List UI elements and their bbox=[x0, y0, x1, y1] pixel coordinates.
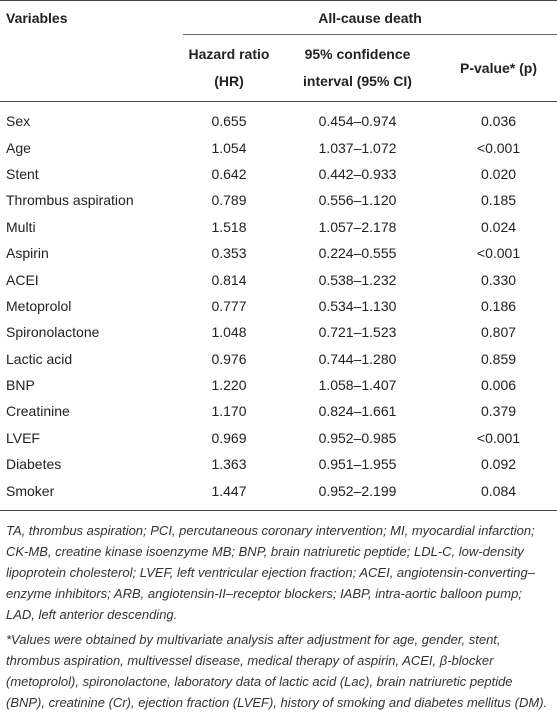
cell: 0.538–1.232 bbox=[318, 271, 397, 288]
row-label: Spironolactone bbox=[6, 324, 100, 341]
cell: 0.642 bbox=[211, 165, 247, 182]
cell: 0.976 bbox=[211, 350, 247, 367]
cell: <0.001 bbox=[476, 429, 521, 446]
table-row: Thrombus aspiration 0.789 0.556–1.120 0.185 bbox=[0, 187, 557, 213]
cell: 1.058–1.407 bbox=[318, 377, 397, 394]
cell: <0.001 bbox=[476, 245, 521, 262]
cell: 1.057–2.178 bbox=[318, 218, 397, 235]
cell: 0.556–1.120 bbox=[318, 192, 397, 209]
cell: 0.807 bbox=[480, 324, 517, 341]
cell: 0.952–0.985 bbox=[318, 429, 397, 446]
table-body: Sex 0.655 0.454–0.974 0.036 Age 1.054 1.037–1.… bbox=[0, 102, 557, 511]
cell: 1.363 bbox=[211, 456, 247, 473]
cell: 0.020 bbox=[480, 165, 517, 182]
table-row: Sex 0.655 0.454–0.974 0.036 bbox=[0, 102, 557, 135]
cell: 1.220 bbox=[211, 377, 247, 394]
column-header: P-value* (p) bbox=[440, 34, 557, 102]
cell: 0.744–1.280 bbox=[318, 350, 397, 367]
column-header: 95% confidence interval (95% CI) bbox=[275, 34, 440, 102]
table-row: Spironolactone 1.048 0.721–1.523 0.807 bbox=[0, 319, 557, 345]
cell: 1.054 bbox=[211, 139, 247, 156]
row-label: BNP bbox=[6, 377, 35, 394]
cell: 0.777 bbox=[211, 297, 247, 314]
table-row: Diabetes 1.363 0.951–1.955 0.092 bbox=[0, 451, 557, 477]
table-row: Age 1.054 1.037–1.072 <0.001 bbox=[0, 134, 557, 160]
cell: 0.036 bbox=[480, 113, 517, 130]
cell: 0.534–1.130 bbox=[318, 297, 397, 314]
row-label: Sex bbox=[6, 113, 31, 130]
cell: 0.952–2.199 bbox=[318, 482, 397, 499]
table-row: Lactic acid 0.976 0.744–1.280 0.859 bbox=[0, 346, 557, 372]
cell: 0.330 bbox=[480, 271, 517, 288]
row-label: Diabetes bbox=[6, 456, 62, 473]
table-row: Metoprolol 0.777 0.534–1.130 0.186 bbox=[0, 293, 557, 319]
footnote: *Values were obtained by multivariate an… bbox=[6, 631, 548, 710]
cell: 1.518 bbox=[211, 218, 247, 235]
cell: 1.037–1.072 bbox=[318, 139, 397, 156]
cell: 0.969 bbox=[211, 429, 247, 446]
cell: 0.185 bbox=[480, 192, 517, 209]
table-row: Creatinine 1.170 0.824–1.661 0.379 bbox=[0, 398, 557, 424]
cell: 0.824–1.661 bbox=[318, 403, 397, 420]
row-label: Stent bbox=[6, 165, 39, 182]
row-label: ACEI bbox=[6, 271, 39, 288]
cell: 0.084 bbox=[480, 482, 517, 499]
table-row: Stent 0.642 0.442–0.933 0.020 bbox=[0, 161, 557, 187]
cell: 0.353 bbox=[211, 245, 247, 262]
cell: 0.379 bbox=[480, 403, 517, 420]
cell: 0.024 bbox=[480, 218, 517, 235]
row-label: Metoprolol bbox=[6, 297, 72, 314]
cell: 0.442–0.933 bbox=[318, 165, 397, 182]
cell: 0.655 bbox=[211, 113, 247, 130]
cell: 0.092 bbox=[480, 456, 517, 473]
cell: 0.951–1.955 bbox=[318, 456, 397, 473]
footnote: TA, thrombus aspiration; PCI, percutaneo… bbox=[6, 522, 535, 622]
cell: 1.048 bbox=[211, 324, 247, 341]
row-label: LVEF bbox=[6, 429, 40, 446]
group-header: All-cause death bbox=[183, 0, 557, 35]
row-label: Creatinine bbox=[6, 403, 70, 420]
table-row: BNP 1.220 1.058–1.407 0.006 bbox=[0, 372, 557, 398]
table-row: ACEI 0.814 0.538–1.232 0.330 bbox=[0, 266, 557, 292]
table-row: Aspirin 0.353 0.224–0.555 <0.001 bbox=[0, 240, 557, 266]
cell: 0.006 bbox=[480, 377, 517, 394]
table-row: LVEF 0.969 0.952–0.985 <0.001 bbox=[0, 425, 557, 451]
results-table: Variables All-cause death Hazard ratio (… bbox=[0, 0, 557, 511]
cell: <0.001 bbox=[476, 139, 521, 156]
cell: 0.454–0.974 bbox=[318, 113, 397, 130]
row-label: Age bbox=[6, 139, 31, 156]
cell: 0.224–0.555 bbox=[318, 245, 397, 262]
row-label: Smoker bbox=[6, 482, 55, 499]
cell: 1.170 bbox=[211, 403, 247, 420]
table-row: Multi 1.518 1.057–2.178 0.024 bbox=[0, 214, 557, 240]
column-header: Variables bbox=[6, 9, 68, 26]
cell: 0.814 bbox=[211, 271, 247, 288]
cell: 1.447 bbox=[211, 482, 247, 499]
cell: 0.859 bbox=[480, 350, 517, 367]
column-header: Hazard ratio (HR) bbox=[183, 34, 275, 102]
row-label: Thrombus aspiration bbox=[6, 192, 134, 209]
row-label: Aspirin bbox=[6, 245, 49, 262]
cell: 0.721–1.523 bbox=[318, 324, 397, 341]
cell: 0.186 bbox=[480, 297, 517, 314]
table-row: Smoker 1.447 0.952–2.199 0.084 bbox=[0, 477, 557, 510]
footnotes: TA, thrombus aspiration; PCI, percutaneo… bbox=[0, 511, 557, 713]
row-label: Lactic acid bbox=[6, 350, 73, 367]
cell: 0.789 bbox=[211, 192, 247, 209]
row-label: Multi bbox=[6, 218, 36, 235]
